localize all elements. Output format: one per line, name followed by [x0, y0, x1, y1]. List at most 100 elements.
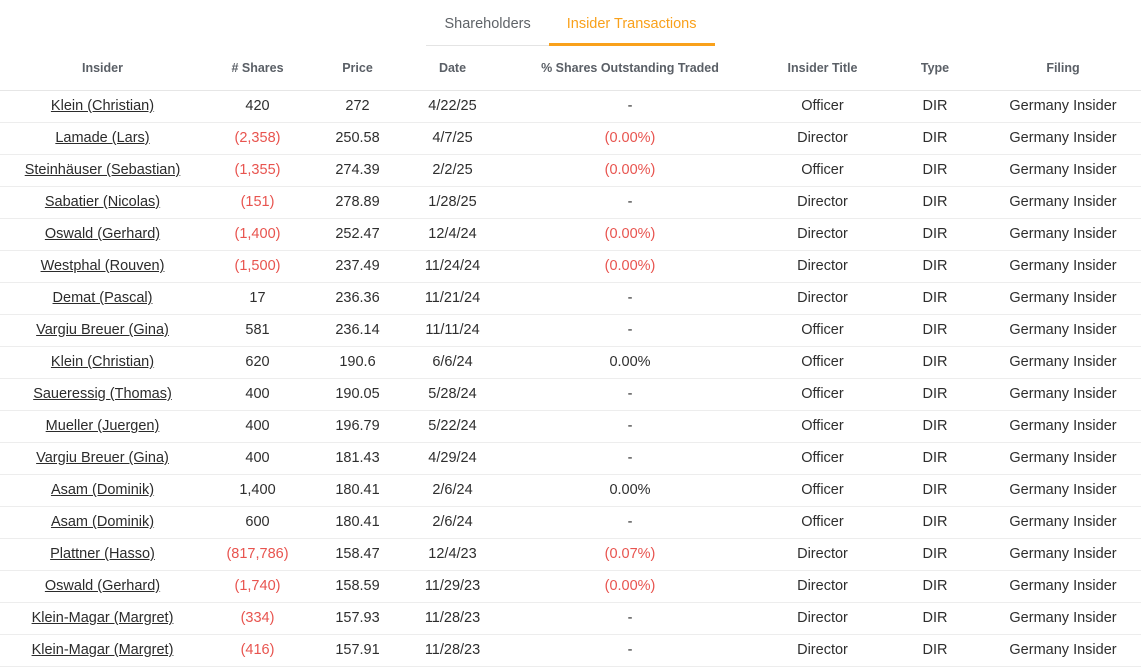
- insider-name-link[interactable]: Klein (Christian): [50, 98, 155, 114]
- date-cell: 12/4/24: [405, 218, 500, 251]
- insider-title-cell: Director: [760, 570, 885, 603]
- header-pct-shares-outstanding: % Shares Outstanding Traded: [500, 46, 760, 91]
- shares-cell: (1,740): [205, 570, 310, 603]
- type-cell: DIR: [885, 282, 985, 315]
- shares-cell: 420: [205, 90, 310, 123]
- filing-cell: Germany Insider: [985, 634, 1141, 667]
- insider-title-cell: Officer: [760, 410, 885, 443]
- filing-cell: Germany Insider: [985, 442, 1141, 475]
- pct-shares-cell: 0.00%: [500, 346, 760, 379]
- insider-name-link[interactable]: Klein-Magar (Margret): [31, 610, 174, 626]
- insider-cell: Klein (Christian): [0, 346, 205, 379]
- tab-insider-transactions[interactable]: Insider Transactions: [548, 4, 715, 46]
- insider-name-link[interactable]: Asam (Dominik): [50, 482, 155, 498]
- shares-cell: 400: [205, 378, 310, 411]
- date-cell: 4/29/24: [405, 442, 500, 475]
- date-cell: 11/29/23: [405, 570, 500, 603]
- insider-title-cell: Director: [760, 538, 885, 571]
- pct-shares-cell: -: [500, 186, 760, 219]
- table-row: Asam (Dominik) 1,400 180.41 2/6/24 0.00%…: [0, 474, 1141, 507]
- insider-cell: Steinhäuser (Sebastian): [0, 154, 205, 187]
- price-cell: 274.39: [310, 154, 405, 187]
- price-cell: 158.47: [310, 538, 405, 571]
- shares-cell: (334): [205, 602, 310, 635]
- date-cell: 11/28/23: [405, 634, 500, 667]
- shares-cell: 620: [205, 346, 310, 379]
- pct-shares-cell: (0.00%): [500, 218, 760, 251]
- insider-cell: Oswald (Gerhard): [0, 570, 205, 603]
- header-insider-title: Insider Title: [760, 46, 885, 91]
- shares-cell: (151): [205, 186, 310, 219]
- insider-name-link[interactable]: Mueller (Juergen): [45, 418, 160, 434]
- type-cell: DIR: [885, 538, 985, 571]
- date-cell: 2/6/24: [405, 474, 500, 507]
- insider-name-link[interactable]: Demat (Pascal): [52, 290, 153, 306]
- insider-title-cell: Officer: [760, 346, 885, 379]
- price-cell: 236.14: [310, 314, 405, 347]
- filing-cell: Germany Insider: [985, 186, 1141, 219]
- insider-name-link[interactable]: Klein (Christian): [50, 354, 155, 370]
- date-cell: 5/28/24: [405, 378, 500, 411]
- insider-name-link[interactable]: Klein-Magar (Margret): [31, 642, 174, 658]
- shares-cell: (817,786): [205, 538, 310, 571]
- insider-name-link[interactable]: Westphal (Rouven): [40, 258, 165, 274]
- insider-name-link[interactable]: Lamade (Lars): [55, 130, 150, 146]
- insider-title-cell: Director: [760, 186, 885, 219]
- insider-name-link[interactable]: Plattner (Hasso): [50, 546, 155, 562]
- pct-shares-cell: (0.00%): [500, 250, 760, 283]
- filing-cell: Germany Insider: [985, 282, 1141, 315]
- pct-shares-cell: -: [500, 282, 760, 315]
- date-cell: 11/11/24: [405, 314, 500, 347]
- insider-cell: Lamade (Lars): [0, 122, 205, 155]
- type-cell: DIR: [885, 506, 985, 539]
- date-cell: 4/22/25: [405, 90, 500, 123]
- shares-cell: (1,355): [205, 154, 310, 187]
- insider-cell: Plattner (Hasso): [0, 538, 205, 571]
- insider-cell: Mueller (Juergen): [0, 410, 205, 443]
- insider-name-link[interactable]: Oswald (Gerhard): [44, 226, 161, 242]
- insider-name-link[interactable]: Saueressig (Thomas): [33, 386, 172, 402]
- table-row: Klein-Magar (Margret) (334) 157.93 11/28…: [0, 602, 1141, 635]
- insider-cell: Klein (Christian): [0, 90, 205, 123]
- type-cell: DIR: [885, 570, 985, 603]
- insider-title-cell: Officer: [760, 506, 885, 539]
- insider-name-link[interactable]: Vargiu Breuer (Gina): [36, 322, 169, 338]
- price-cell: 236.36: [310, 282, 405, 315]
- insider-transactions-table: Insider # Shares Price Date % Shares Out…: [0, 46, 1141, 667]
- type-cell: DIR: [885, 410, 985, 443]
- type-cell: DIR: [885, 314, 985, 347]
- insider-name-link[interactable]: Sabatier (Nicolas): [44, 194, 161, 210]
- date-cell: 2/6/24: [405, 506, 500, 539]
- insider-cell: Demat (Pascal): [0, 282, 205, 315]
- price-cell: 190.05: [310, 378, 405, 411]
- insider-name-link[interactable]: Oswald (Gerhard): [44, 578, 161, 594]
- table-row: Asam (Dominik) 600 180.41 2/6/24 - Offic…: [0, 506, 1141, 539]
- price-cell: 190.6: [310, 346, 405, 379]
- price-cell: 158.59: [310, 570, 405, 603]
- type-cell: DIR: [885, 186, 985, 219]
- insider-cell: Klein-Magar (Margret): [0, 634, 205, 667]
- table-row: Vargiu Breuer (Gina) 581 236.14 11/11/24…: [0, 314, 1141, 347]
- insider-title-cell: Director: [760, 602, 885, 635]
- shares-cell: 17: [205, 282, 310, 315]
- pct-shares-cell: -: [500, 602, 760, 635]
- insider-name-link[interactable]: Asam (Dominik): [50, 514, 155, 530]
- price-cell: 278.89: [310, 186, 405, 219]
- shares-cell: 1,400: [205, 474, 310, 507]
- date-cell: 11/24/24: [405, 250, 500, 283]
- table-row: Oswald (Gerhard) (1,740) 158.59 11/29/23…: [0, 570, 1141, 603]
- tab-shareholders[interactable]: Shareholders: [426, 4, 549, 46]
- type-cell: DIR: [885, 634, 985, 667]
- table-row: Steinhäuser (Sebastian) (1,355) 274.39 2…: [0, 154, 1141, 187]
- filing-cell: Germany Insider: [985, 378, 1141, 411]
- pct-shares-cell: (0.00%): [500, 122, 760, 155]
- date-cell: 12/4/23: [405, 538, 500, 571]
- filing-cell: Germany Insider: [985, 506, 1141, 539]
- insider-cell: Saueressig (Thomas): [0, 378, 205, 411]
- insider-name-link[interactable]: Vargiu Breuer (Gina): [36, 450, 169, 466]
- shares-cell: (416): [205, 634, 310, 667]
- insider-name-link[interactable]: Steinhäuser (Sebastian): [24, 162, 181, 178]
- price-cell: 180.41: [310, 506, 405, 539]
- type-cell: DIR: [885, 154, 985, 187]
